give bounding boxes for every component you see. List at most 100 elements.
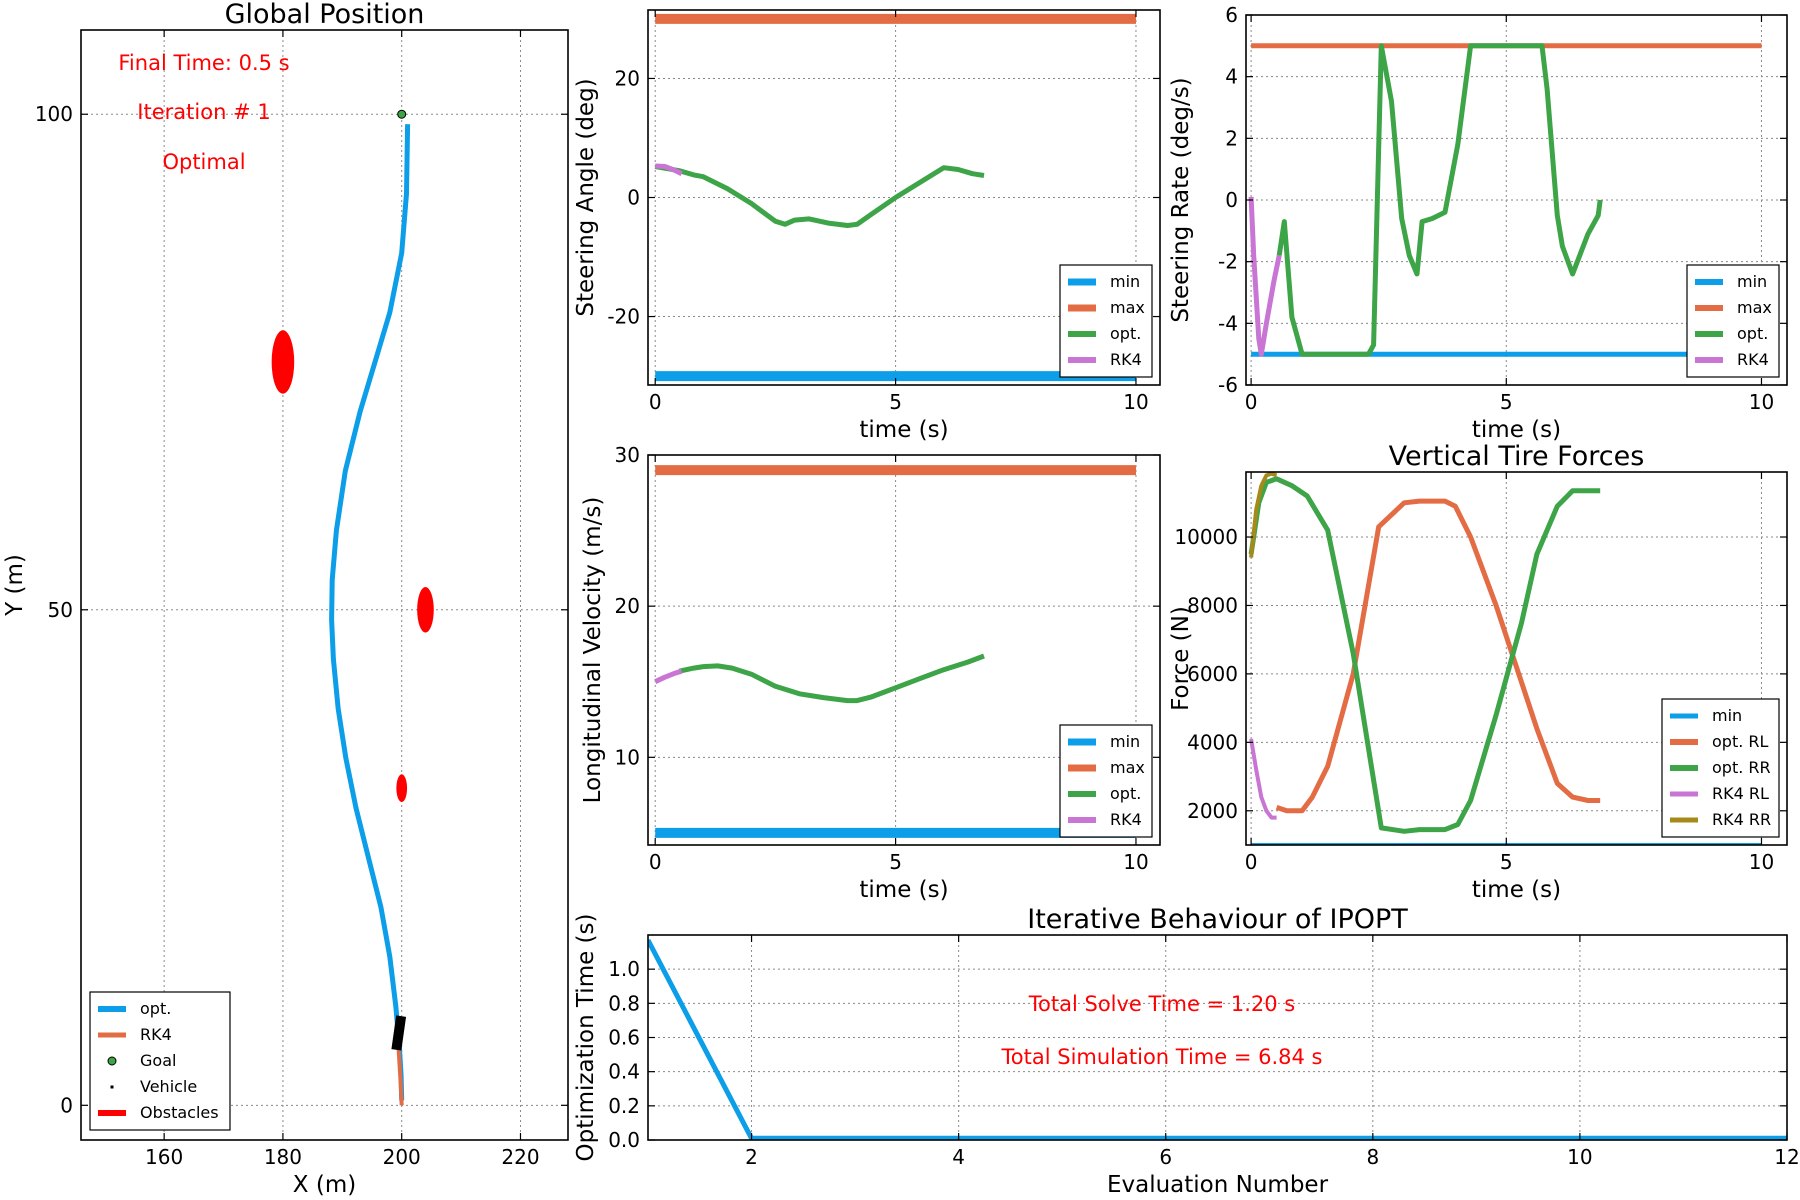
y-tick-label: 4000 bbox=[1187, 730, 1238, 754]
legend-label: max bbox=[1110, 758, 1145, 777]
legend-label: opt. bbox=[1737, 324, 1768, 343]
x-tick-label: 10 bbox=[1567, 1145, 1592, 1169]
legend-label: Obstacles bbox=[140, 1103, 219, 1122]
y-tick-label: 0 bbox=[1225, 188, 1238, 212]
y-tick-label: -20 bbox=[607, 305, 640, 329]
y-tick-label: 0.0 bbox=[608, 1128, 640, 1152]
x-tick-label: 10 bbox=[1749, 850, 1774, 874]
series-line-line bbox=[648, 938, 1787, 1140]
x-tick-label: 5 bbox=[1500, 390, 1513, 414]
series-opt-rr-line bbox=[1248, 476, 1601, 834]
y-tick-label: -4 bbox=[1218, 311, 1238, 335]
goal-marker bbox=[397, 109, 407, 119]
y-tick-label: 0.6 bbox=[608, 1026, 640, 1050]
x-tick-label: 0 bbox=[649, 850, 662, 874]
vertical-tire-forces-plot: 0 5 10 2000 4000 6000 8000 10000 time (s) Force (… bbox=[1168, 441, 1788, 903]
x-tick-label: 2 bbox=[745, 1145, 758, 1169]
y-tick-label: 2000 bbox=[1187, 799, 1238, 823]
y-tick-label: 10 bbox=[615, 745, 640, 769]
plot-frame bbox=[647, 454, 1161, 846]
x-tick-label: 5 bbox=[1500, 850, 1513, 874]
legend: min max opt. RK4 bbox=[1059, 264, 1153, 378]
y-axis-label: Longitudinal Velocity (m/s) bbox=[580, 497, 606, 804]
total-simulation-time-annotation: Total Simulation Time = 6.84 s bbox=[1001, 1045, 1323, 1069]
legend-label: Goal bbox=[140, 1051, 176, 1070]
x-tick-label: 160 bbox=[145, 1145, 183, 1169]
y-axis-label: Steering Rate (deg/s) bbox=[1168, 77, 1194, 322]
y-tick-label: 0 bbox=[60, 1093, 73, 1117]
legend-handle bbox=[107, 1056, 117, 1066]
x-tick-label: 0 bbox=[1245, 390, 1258, 414]
legend-label: opt. bbox=[1110, 784, 1141, 803]
iteration-annotation: Iteration # 1 bbox=[137, 100, 270, 124]
series-opt-line bbox=[1276, 43, 1603, 357]
y-tick-label: 0 bbox=[627, 186, 640, 210]
x-axis-label: time (s) bbox=[859, 877, 948, 903]
legend: min max opt. RK4 bbox=[1059, 724, 1153, 838]
y-tick-label: 30 bbox=[615, 443, 640, 467]
legend-label: opt. RR bbox=[1712, 758, 1771, 777]
x-tick-label: 6 bbox=[1159, 1145, 1172, 1169]
chart-title: Iterative Behaviour of IPOPT bbox=[1027, 904, 1408, 935]
obstacle bbox=[396, 774, 408, 803]
legend: opt. RK4 Goal Vehicle Obstacles bbox=[89, 991, 231, 1131]
x-tick-label: 10 bbox=[1749, 390, 1774, 414]
legend-label: RK4 RL bbox=[1712, 784, 1769, 803]
series-rk4-line bbox=[655, 163, 683, 176]
x-tick-label: 4 bbox=[952, 1145, 965, 1169]
y-tick-label: 6 bbox=[1225, 3, 1238, 27]
total-solve-time-annotation: Total Solve Time = 1.20 s bbox=[1028, 992, 1295, 1016]
y-tick-label: 1.0 bbox=[608, 957, 640, 981]
legend-label: min bbox=[1110, 732, 1140, 751]
x-tick-label: 0 bbox=[1245, 850, 1258, 874]
obstacle bbox=[271, 330, 295, 394]
series-opt-rl-line bbox=[1275, 498, 1601, 814]
y-tick-label: 0.8 bbox=[608, 991, 640, 1015]
series-rk4-line bbox=[654, 668, 683, 684]
x-tick-label: 10 bbox=[1123, 390, 1148, 414]
legend-label: RK4 bbox=[1110, 350, 1142, 369]
y-tick-label: 0.2 bbox=[608, 1094, 640, 1118]
series-rk4-rr-line bbox=[1249, 472, 1278, 558]
y-tick-label: 8000 bbox=[1187, 593, 1238, 617]
series-opt-line bbox=[329, 124, 411, 1101]
status-annotation: Optimal bbox=[162, 150, 245, 174]
series-opt-line bbox=[654, 164, 985, 228]
legend-label: min bbox=[1712, 706, 1742, 725]
legend-label: min bbox=[1737, 272, 1767, 291]
y-tick-label: -2 bbox=[1218, 250, 1238, 274]
y-tick-label: -6 bbox=[1218, 373, 1238, 397]
legend-label: min bbox=[1110, 272, 1140, 291]
chart-title: Vertical Tire Forces bbox=[1389, 441, 1645, 472]
longitudinal-velocity-plot: 0 5 10 10 20 30 time (s) Longitudinal Velocity … bbox=[580, 443, 1161, 903]
y-axis-label: Force (N) bbox=[1168, 606, 1194, 711]
y-tick-label: 6000 bbox=[1187, 662, 1238, 686]
ipopt-iterations-plot: 2 4 6 8 10 12 0.0 0.2 0.4 0.6 0.8 1.0 Evaluation Num… bbox=[573, 904, 1800, 1198]
y-tick-label: 10000 bbox=[1174, 525, 1238, 549]
legend-label: opt. bbox=[1110, 324, 1141, 343]
series-rk4-line bbox=[1248, 196, 1282, 357]
legend-label: max bbox=[1737, 298, 1772, 317]
legend-label: Vehicle bbox=[140, 1077, 197, 1096]
series-rk4-rl-line bbox=[1249, 738, 1277, 820]
chart-title: Global Position bbox=[225, 0, 425, 30]
vehicle-marker bbox=[391, 1015, 407, 1051]
legend-label: opt. RL bbox=[1712, 732, 1769, 751]
grid bbox=[648, 935, 1788, 1141]
legend-handle bbox=[110, 1085, 114, 1089]
x-axis-label: X (m) bbox=[293, 1172, 356, 1198]
x-tick-label: 180 bbox=[264, 1145, 302, 1169]
y-tick-label: 4 bbox=[1225, 65, 1238, 89]
y-axis-label: Optimization Time (s) bbox=[573, 914, 599, 1162]
y-tick-label: 2 bbox=[1225, 126, 1238, 150]
plot-frame bbox=[80, 29, 569, 1141]
x-tick-label: 200 bbox=[383, 1145, 421, 1169]
y-tick-label: 20 bbox=[615, 66, 640, 90]
x-axis-label: time (s) bbox=[859, 417, 948, 443]
legend-label: RK4 bbox=[1110, 810, 1142, 829]
final-time-annotation: Final Time: 0.5 s bbox=[118, 51, 289, 75]
x-tick-label: 12 bbox=[1774, 1145, 1799, 1169]
y-tick-label: 50 bbox=[48, 598, 73, 622]
steering-rate-plot: 0 5 10 -6 -4 -2 0 2 4 6 time (s) Steering Rate (deg… bbox=[1168, 3, 1788, 443]
global-position-plot: 160 180 200 220 0 50 100 X (m) Y (m) Global Posit… bbox=[2, 0, 569, 1198]
